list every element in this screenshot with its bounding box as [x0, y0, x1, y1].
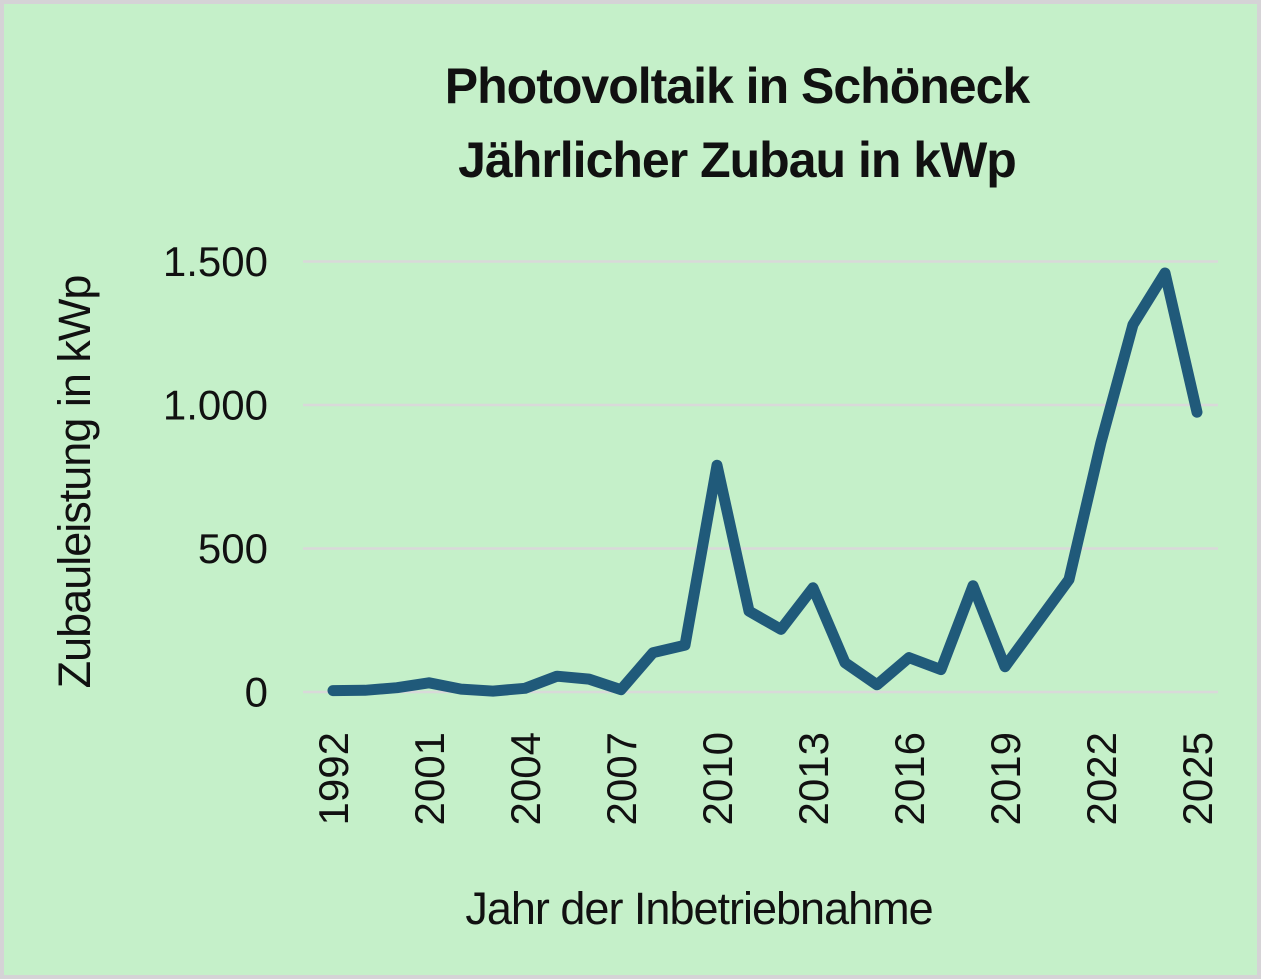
gridlines: [303, 260, 1218, 694]
y-tick-label: 500: [198, 525, 268, 572]
y-axis-title: Zubauleistung in kWp: [49, 276, 100, 689]
x-tick-label: 2004: [502, 732, 549, 825]
chart-title-line2: Jährlicher Zubau in kWp: [458, 132, 1016, 188]
x-tick-label: 2025: [1174, 732, 1221, 825]
line-chart: 0 500 1.000 1.500 1992 2001 2004 2007 2010 2013 2…: [49, 58, 1221, 934]
y-axis-tick-labels: 0 500 1.000 1.500: [163, 238, 268, 716]
x-tick-label: 2022: [1078, 732, 1125, 825]
x-axis-tick-labels: 1992 2001 2004 2007 2010 2013 2016 2019 2022 2025: [310, 732, 1221, 825]
x-tick-label: 2016: [886, 732, 933, 825]
y-tick-label: 1.000: [163, 382, 268, 429]
x-tick-label: 2001: [406, 732, 453, 825]
x-tick-label: 2007: [598, 732, 645, 825]
chart-title-line1: Photovoltaik in Schöneck: [445, 58, 1031, 114]
y-tick-label: 0: [245, 669, 268, 716]
x-tick-label: 2019: [982, 732, 1029, 825]
x-tick-label: 1992: [310, 732, 357, 825]
x-tick-label: 2010: [694, 732, 741, 825]
x-tick-label: 2013: [790, 732, 837, 825]
data-series-line: [327, 267, 1203, 697]
y-tick-label: 1.500: [163, 238, 268, 285]
x-axis-title: Jahr der Inbetriebnahme: [465, 883, 932, 934]
